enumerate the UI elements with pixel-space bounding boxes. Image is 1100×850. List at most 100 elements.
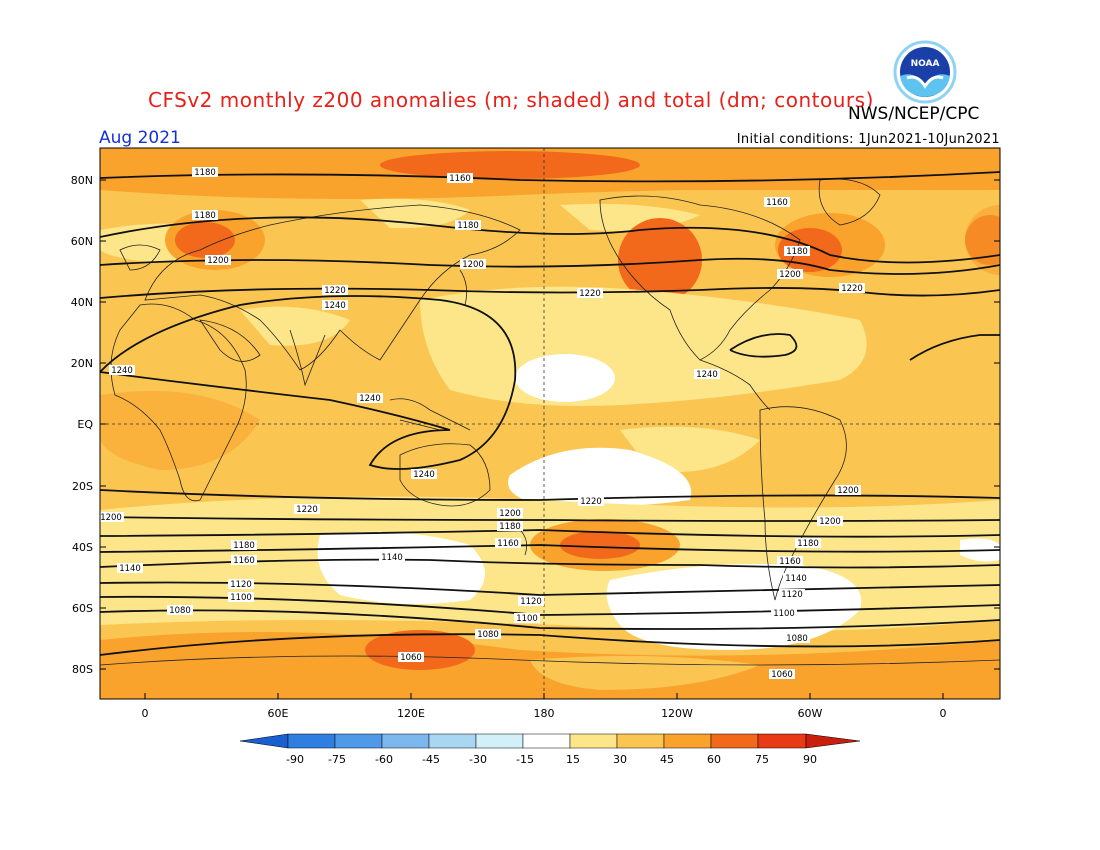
lon-label: 60E [268,707,289,720]
contour-label: 1200 [497,508,523,519]
svg-text:1180: 1180 [194,211,216,221]
svg-text:1200: 1200 [779,270,801,280]
latitude-axis: 80N 60N 40N 20N EQ 20S 40S 60S 80S [71,174,1000,676]
contour-label: 1140 [379,552,405,563]
contour-label: 1220 [322,285,348,296]
svg-text:1080: 1080 [169,606,191,616]
contour-label: 1140 [783,573,809,584]
contour-labels: 1180 1160 1180 1180 1160 1200 1200 1180 … [98,167,865,680]
contour-label: 1140 [117,563,143,574]
svg-text:1180: 1180 [786,247,808,257]
lat-label: 20S [72,480,93,493]
colorbar-label: 45 [660,753,674,766]
svg-text:1180: 1180 [233,541,255,551]
colorbar-swatch [287,733,336,749]
svg-text:1100: 1100 [230,593,252,603]
svg-text:1120: 1120 [781,590,803,600]
anomaly-shading [100,148,1000,699]
contour-label: 1180 [795,538,821,549]
svg-text:1200: 1200 [462,260,484,270]
contour-label: 1160 [231,555,257,566]
svg-text:1220: 1220 [579,289,601,299]
contour-label: 1200 [98,512,124,523]
contour-label: 1080 [475,629,501,640]
contour-label: 1180 [497,521,523,532]
svg-text:1160: 1160 [779,557,801,567]
svg-text:1220: 1220 [841,284,863,294]
svg-text:1140: 1140 [381,553,403,563]
svg-text:1180: 1180 [194,168,216,178]
svg-text:1120: 1120 [520,597,542,607]
svg-text:1240: 1240 [111,366,133,376]
colorbar-swatch [522,733,571,749]
lat-label: 40N [71,296,93,309]
lon-label: 120W [661,707,693,720]
contour-label: 1120 [518,596,544,607]
svg-text:1140: 1140 [119,564,141,574]
contour-label: 1180 [192,210,218,221]
svg-text:1180: 1180 [499,522,521,532]
lat-label: 80S [72,663,93,676]
lat-label: 20N [71,357,93,370]
contour-label: 1200 [835,485,861,496]
colorbar-swatch [239,733,289,749]
contour-label: 1240 [411,469,437,480]
contour-label: 1200 [460,259,486,270]
contour-label: 1200 [817,516,843,527]
contour-label: 1120 [228,579,254,590]
svg-text:1240: 1240 [359,394,381,404]
colorbar-label: -15 [516,753,534,766]
forecast-month: Aug 2021 [99,128,181,148]
contour-label: 1080 [784,633,810,644]
svg-text:1200: 1200 [499,509,521,519]
svg-text:1200: 1200 [207,256,229,266]
colorbar-swatch [710,733,759,749]
svg-text:1240: 1240 [413,470,435,480]
colorbar-swatch [805,733,861,749]
longitude-axis: 0 60E 120E 180 120W 60W 0 [142,693,947,720]
svg-text:1160: 1160 [233,556,255,566]
contour-label: 1160 [447,173,473,184]
colorbar-swatch [381,733,430,749]
contour-label: 1160 [495,538,521,549]
initial-conditions: Initial conditions: 1Jun2021-10Jun2021 [736,132,1000,147]
lat-label: 80N [71,174,93,187]
colorbar-swatch [475,733,524,749]
svg-text:1240: 1240 [696,370,718,380]
contour-label: 1220 [577,288,603,299]
svg-text:1100: 1100 [516,614,538,624]
contour-label: 1240 [357,393,383,404]
svg-text:1200: 1200 [819,517,841,527]
contour-label: 1100 [228,592,254,603]
svg-text:1100: 1100 [773,609,795,619]
svg-text:1220: 1220 [296,505,318,515]
colorbar-swatch [616,733,665,749]
contour-label: 1160 [777,556,803,567]
noaa-logo-icon: NOAA [893,40,957,104]
contour-label: 1220 [578,496,604,507]
colorbar-label: -30 [469,753,487,766]
colorbar-label: 30 [613,753,627,766]
contour-label: 1180 [192,167,218,178]
lat-label: 60S [72,602,93,615]
colorbar-label: 15 [566,753,580,766]
svg-text:1080: 1080 [477,630,499,640]
contour-label: 1080 [167,605,193,616]
lon-label: 180 [534,707,555,720]
svg-text:1220: 1220 [580,497,602,507]
svg-text:1180: 1180 [797,539,819,549]
svg-text:1240: 1240 [324,301,346,311]
svg-text:1060: 1060 [771,670,793,680]
colorbar-label: -90 [286,753,304,766]
colorbar-label: -60 [375,753,393,766]
colorbar: -90 -75 -60 -45 -30 -15 15 30 45 60 75 9… [239,733,861,766]
agency-label: NWS/NCEP/CPC [848,104,980,124]
svg-text:1160: 1160 [497,539,519,549]
contour-label: 1180 [231,540,257,551]
contour-label: 1240 [694,369,720,380]
lat-label: EQ [77,418,93,431]
colorbar-swatch [757,733,807,749]
colorbar-label: 60 [707,753,721,766]
svg-text:1080: 1080 [786,634,808,644]
colorbar-label: -75 [328,753,346,766]
